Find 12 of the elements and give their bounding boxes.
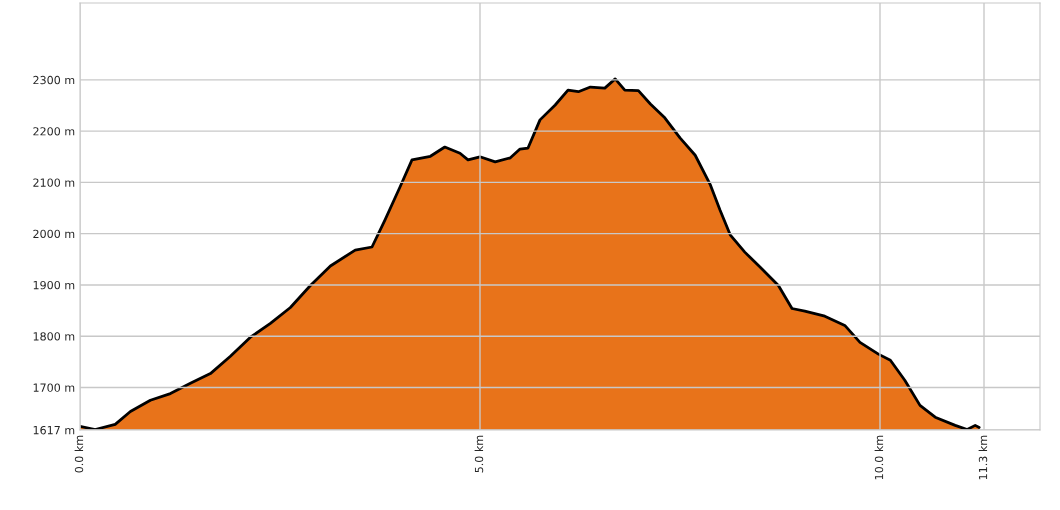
x-tick-label: 11.3 km (978, 435, 988, 480)
y-tick-label: 2300 m (33, 75, 75, 85)
y-tick-label: 2200 m (33, 127, 75, 136)
y-tick-label: 1700 m (33, 383, 75, 392)
y-tick-label: 1800 m (33, 332, 75, 341)
y-tick-label: 1617 m (33, 425, 75, 435)
y-tick-label: 2000 m (33, 229, 75, 239)
x-tick-label: 0.0 km (74, 435, 84, 473)
y-tick-label: 2100 m (33, 178, 75, 187)
x-tick-label: 10.0 km (874, 435, 884, 480)
y-tick-label: 1900 m (33, 280, 75, 290)
x-tick-label: 5.0 km (474, 435, 484, 473)
